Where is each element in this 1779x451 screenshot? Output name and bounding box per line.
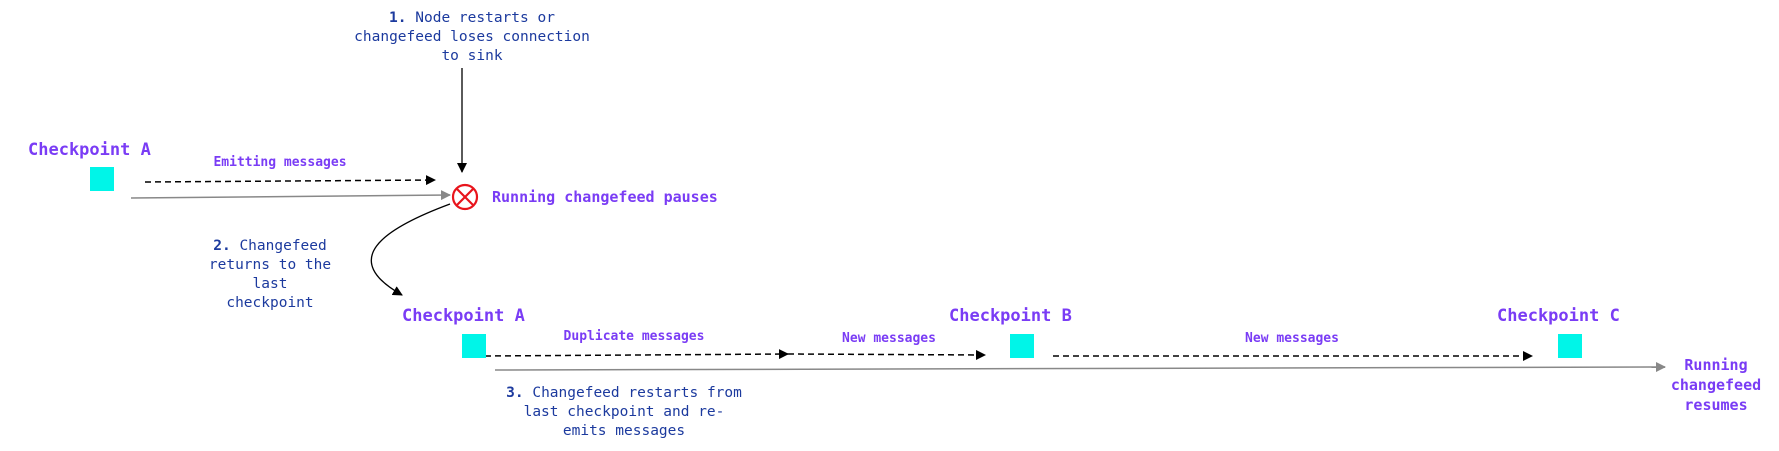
new-messages-label-1: New messages bbox=[842, 331, 936, 346]
note-line: last checkpoint and re- bbox=[523, 404, 725, 420]
note-line: Changefeed bbox=[239, 238, 327, 254]
checkpoint-a-label-bottom: Checkpoint A bbox=[402, 306, 525, 326]
checkpoint-a-label-top: Checkpoint A bbox=[28, 140, 151, 160]
new-messages-label-2: New messages bbox=[1245, 331, 1339, 346]
resume-line: resumes bbox=[1684, 396, 1748, 414]
resume-line: Running bbox=[1684, 356, 1748, 374]
checkpoint-a-marker-top bbox=[90, 167, 114, 191]
note-line: changefeed loses connection bbox=[354, 29, 590, 45]
step2-note: 2. Changefeed returns to the last checkp… bbox=[209, 237, 331, 313]
note-line: emits messages bbox=[562, 423, 686, 439]
checkpoint-b-marker bbox=[1010, 334, 1034, 358]
emitting-dashed-arrow bbox=[144, 175, 436, 186]
pause-label: Running changefeed pauses bbox=[492, 188, 718, 206]
timeline-top bbox=[130, 190, 451, 201]
new-dashed-arrow-1 bbox=[787, 349, 986, 360]
circle-x-icon bbox=[451, 183, 479, 211]
checkpoint-c-label: Checkpoint C bbox=[1497, 306, 1620, 326]
note-line: returns to the bbox=[208, 257, 332, 273]
step2-curve-arrow bbox=[370, 203, 451, 296]
step-number: 1. bbox=[389, 10, 407, 26]
note-line: to sink bbox=[441, 48, 503, 64]
checkpoint-a-marker-bottom bbox=[462, 334, 486, 358]
checkpoint-c-marker bbox=[1558, 334, 1582, 358]
emitting-messages-label: Emitting messages bbox=[213, 155, 347, 170]
duplicate-dashed-arrow bbox=[484, 349, 789, 360]
step3-note: 3. Changefeed restarts from last checkpo… bbox=[506, 384, 742, 441]
step-number: 3. bbox=[506, 385, 524, 401]
resume-label: Running changefeed resumes bbox=[1671, 355, 1761, 415]
note-line: Changefeed restarts from bbox=[532, 385, 742, 401]
note-line: last bbox=[252, 276, 288, 292]
note-line: checkpoint bbox=[226, 295, 314, 311]
duplicate-messages-label: Duplicate messages bbox=[563, 329, 705, 344]
note-line: Node restarts or bbox=[415, 10, 555, 26]
resume-line: changefeed bbox=[1670, 376, 1762, 394]
checkpoint-b-label: Checkpoint B bbox=[949, 306, 1072, 326]
timeline-bottom bbox=[494, 362, 1666, 373]
step1-note: 1. Node restarts or changefeed loses con… bbox=[354, 9, 590, 66]
step-number: 2. bbox=[213, 238, 231, 254]
